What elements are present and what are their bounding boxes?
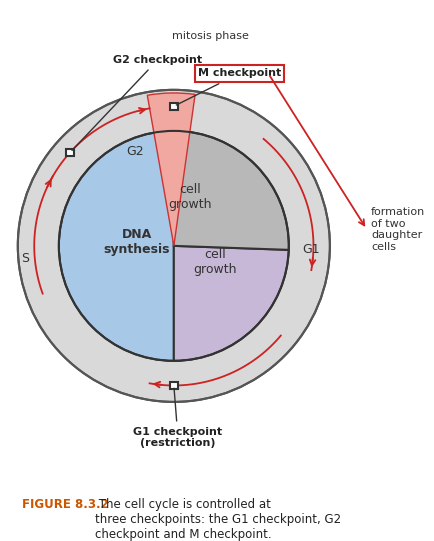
FancyBboxPatch shape — [66, 149, 74, 156]
Text: DNA
synthesis: DNA synthesis — [104, 228, 170, 256]
Text: The cell cycle is controlled at
three checkpoints: the G1 checkpoint, G2
checkpo: The cell cycle is controlled at three ch… — [95, 498, 342, 540]
Text: G2 checkpoint: G2 checkpoint — [72, 55, 202, 150]
Text: FIGURE 8.3.2: FIGURE 8.3.2 — [22, 498, 109, 511]
Text: M checkpoint: M checkpoint — [176, 68, 281, 105]
Text: S: S — [22, 252, 30, 265]
Text: G1 checkpoint
(restriction): G1 checkpoint (restriction) — [133, 388, 223, 448]
Wedge shape — [59, 131, 174, 361]
FancyBboxPatch shape — [170, 382, 178, 389]
Circle shape — [18, 90, 330, 402]
Wedge shape — [174, 246, 289, 361]
Text: cell
growth: cell growth — [193, 248, 237, 276]
Text: G1: G1 — [302, 243, 320, 256]
Text: G2: G2 — [126, 145, 144, 158]
FancyBboxPatch shape — [170, 103, 178, 110]
Wedge shape — [147, 93, 195, 246]
Circle shape — [59, 131, 289, 361]
Text: mitosis phase: mitosis phase — [172, 30, 249, 41]
Text: cell
growth: cell growth — [168, 183, 212, 210]
Wedge shape — [174, 131, 289, 250]
Text: formation
of two
daughter
cells: formation of two daughter cells — [371, 207, 425, 252]
